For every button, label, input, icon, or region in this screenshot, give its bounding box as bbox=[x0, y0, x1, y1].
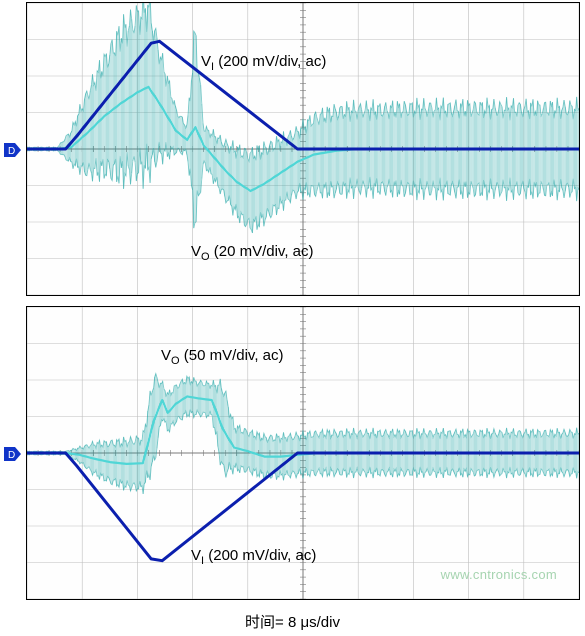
channel-marker-label: D bbox=[8, 450, 15, 461]
scope-plot-bottom: VO (50 mV/div, ac) VI (200 mV/div, ac) bbox=[26, 306, 580, 600]
channel-marker-top: D bbox=[4, 141, 22, 159]
label-vo-top: VO (20 mV/div, ac) bbox=[191, 243, 314, 263]
watermark: www.cntronics.com bbox=[441, 567, 557, 582]
channel-marker-bottom: D bbox=[4, 445, 22, 463]
time-axis-label: 时间= 8 μs/div bbox=[0, 611, 585, 632]
label-vo-bottom: VO (50 mV/div, ac) bbox=[161, 347, 284, 367]
scope-figure: D D U U VI (200 mV/div, ac) VO (20 mV/di… bbox=[0, 0, 585, 636]
label-vi-top: VI (200 mV/div, ac) bbox=[201, 53, 326, 73]
channel-marker-label: D bbox=[8, 146, 15, 157]
scope-plot-top: VI (200 mV/div, ac) VO (20 mV/div, ac) bbox=[26, 2, 580, 296]
label-vi-bottom: VI (200 mV/div, ac) bbox=[191, 547, 316, 567]
